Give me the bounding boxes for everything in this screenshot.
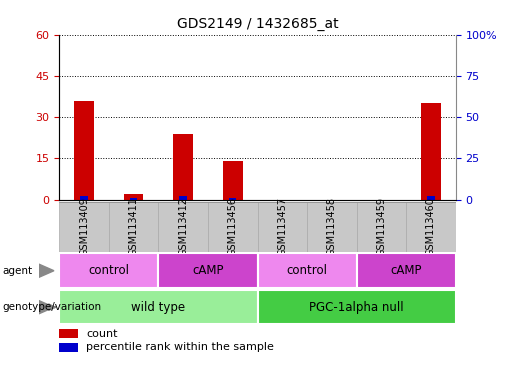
Text: genotype/variation: genotype/variation [3,302,101,312]
Bar [258,253,356,288]
Bar [124,194,144,200]
Bar [427,196,435,200]
Bar [258,202,307,252]
Bar [59,290,258,324]
Text: GSM113409: GSM113409 [79,197,89,256]
Text: GSM113412: GSM113412 [178,197,188,256]
Text: GSM113458: GSM113458 [327,197,337,256]
Text: GSM113456: GSM113456 [228,197,238,256]
Text: percentile rank within the sample: percentile rank within the sample [86,343,274,353]
Bar [59,329,78,339]
Text: wild type: wild type [131,301,185,314]
Bar [356,202,406,252]
Bar [80,196,88,200]
Text: GSM113457: GSM113457 [277,197,287,256]
Bar [59,202,109,252]
Bar [59,343,78,352]
Bar [74,101,94,200]
Text: count: count [86,329,118,339]
Bar [158,253,258,288]
Bar [258,290,456,324]
Bar [406,202,456,252]
Bar [229,198,236,200]
Bar [130,198,138,200]
Bar [173,134,193,200]
Bar [208,202,258,252]
Bar [109,202,159,252]
Text: GSM113459: GSM113459 [376,197,386,256]
Bar [223,161,243,200]
Text: PGC-1alpha null: PGC-1alpha null [310,301,404,314]
Title: GDS2149 / 1432685_at: GDS2149 / 1432685_at [177,17,338,31]
Bar [421,103,441,200]
Bar [59,253,158,288]
Bar [356,253,456,288]
Text: GSM113411: GSM113411 [129,197,139,256]
Polygon shape [39,264,54,278]
Bar [179,196,187,200]
Text: agent: agent [3,266,32,276]
Text: cAMP: cAMP [390,264,422,277]
Bar [307,202,356,252]
Text: cAMP: cAMP [192,264,224,277]
Text: GSM113460: GSM113460 [426,197,436,256]
Polygon shape [39,300,54,314]
Text: control: control [286,264,328,277]
Text: control: control [88,264,129,277]
Bar [159,202,208,252]
